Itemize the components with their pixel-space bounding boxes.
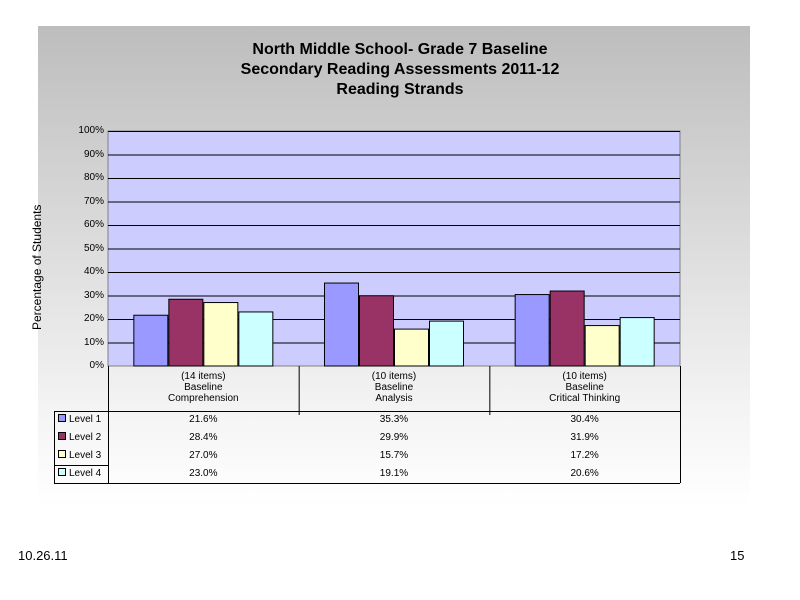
bar xyxy=(133,314,169,367)
legend-label: Level 3 xyxy=(69,450,102,461)
y-tick-label: 100% xyxy=(78,125,104,136)
chart-title: North Middle School- Grade 7 Baseline xyxy=(252,41,548,58)
chart-subtitle-2: Reading Strands xyxy=(336,81,464,98)
legend-key: Level 3 xyxy=(58,450,101,461)
data-table-cell: 35.3% xyxy=(379,414,409,425)
bar xyxy=(359,295,394,367)
bar xyxy=(619,317,655,367)
bar xyxy=(514,294,550,367)
category-label-line: Analysis xyxy=(375,393,413,404)
category-label-line: Comprehension xyxy=(168,393,239,404)
category-label-line: Baseline xyxy=(565,382,604,393)
bar xyxy=(394,328,429,367)
y-tick-label: 30% xyxy=(83,289,104,301)
y-tick-label: 40% xyxy=(83,266,104,277)
data-table-cell: 19.1% xyxy=(379,468,409,479)
data-table-cell: 23.0% xyxy=(189,468,218,479)
y-tick-label: 50% xyxy=(83,242,104,254)
category-label: (14 items) Baseline Comprehension xyxy=(108,371,299,404)
category-label-line: Critical Thinking xyxy=(549,393,621,404)
data-table-cell: 30.4% xyxy=(570,414,599,425)
footer-page-number: 15 xyxy=(730,548,745,563)
legend-label: Level 4 xyxy=(69,468,102,479)
legend-swatch xyxy=(58,468,66,476)
footer-date: 10.26.11 xyxy=(18,548,68,563)
category-label-line: Baseline xyxy=(184,382,223,393)
data-table-cell: 20.6% xyxy=(570,468,599,479)
category-label-line: (14 items) xyxy=(181,371,226,382)
category-label-line: (10 items) xyxy=(562,371,607,382)
legend-swatch xyxy=(58,450,66,458)
y-tick-label: 90% xyxy=(83,148,104,160)
data-table-cell: 21.6% xyxy=(189,414,218,425)
y-tick-label: 60% xyxy=(83,219,104,230)
y-tick-label: 10% xyxy=(83,336,104,348)
data-table-cell: 15.7% xyxy=(379,450,409,461)
legend-swatch xyxy=(58,414,66,422)
legend-swatch xyxy=(58,432,66,440)
data-table-cell: 28.4% xyxy=(189,432,218,443)
legend-key: Level 1 xyxy=(58,414,101,425)
bar xyxy=(238,311,274,367)
y-tick-label: 20% xyxy=(83,313,104,324)
data-table-cell: 17.2% xyxy=(570,450,599,461)
legend-label: Level 1 xyxy=(69,414,102,425)
legend-label: Level 2 xyxy=(69,432,102,443)
bar xyxy=(549,290,585,367)
y-tick-label: 0% xyxy=(89,360,104,371)
y-tick-label: 70% xyxy=(83,195,104,207)
bar xyxy=(429,320,464,367)
bar xyxy=(324,282,359,367)
bar xyxy=(168,298,204,367)
data-table-cell: 31.9% xyxy=(570,432,599,443)
bar xyxy=(203,302,239,367)
legend-key: Level 2 xyxy=(58,432,101,443)
category-label: (10 items) Baseline Critical Thinking xyxy=(489,371,680,404)
chart-subtitle-1: Secondary Reading Assessments 2011-12 xyxy=(240,61,560,78)
data-table-cell: 29.9% xyxy=(379,432,409,443)
chart-titles: North Middle School- Grade 7 Baseline Se… xyxy=(0,40,800,100)
data-table-cell: 27.0% xyxy=(189,450,218,461)
category-label-line: (10 items) xyxy=(371,371,417,382)
category-label-line: Baseline xyxy=(374,382,414,393)
y-tick-label: 80% xyxy=(83,172,104,183)
bar xyxy=(584,325,620,367)
legend-key: Level 4 xyxy=(58,468,101,479)
category-label: (10 items) Baseline Analysis xyxy=(299,371,490,404)
